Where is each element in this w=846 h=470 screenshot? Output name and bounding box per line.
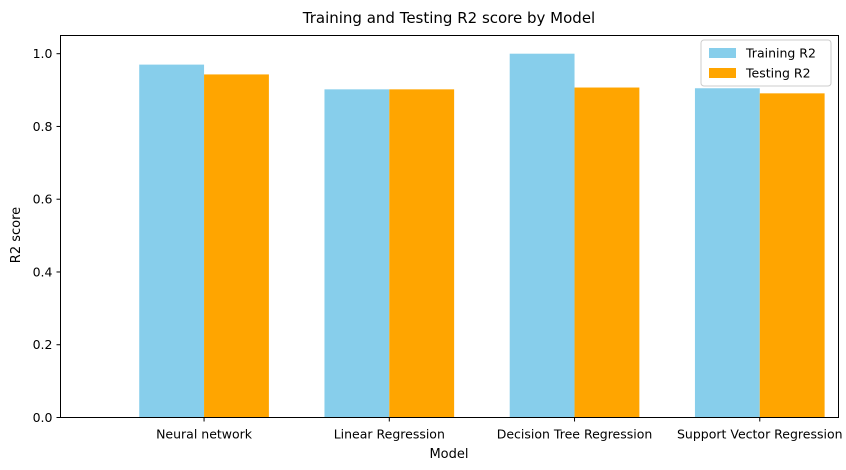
y-axis-ticks: 0.0 0.2 0.4 0.6 0.8 1.0 — [33, 46, 61, 425]
x-tick-label: Support Vector Regression — [677, 427, 843, 442]
x-tick-label: Neural network — [156, 427, 253, 442]
y-tick-label: 1.0 — [33, 46, 53, 61]
x-tick-label: Linear Regression — [334, 427, 445, 442]
y-tick-label: 0.4 — [33, 264, 53, 279]
y-tick-label: 0.0 — [33, 410, 53, 425]
legend: Training R2 Testing R2 — [700, 39, 832, 87]
bar-testing-0 — [204, 74, 269, 418]
bar-training-0 — [139, 64, 205, 418]
y-tick-label: 0.6 — [33, 192, 53, 207]
x-axis-ticks: Neural network Linear Regression Decision … — [156, 417, 843, 442]
bar-training-3 — [694, 88, 760, 418]
plot-frame — [60, 35, 839, 418]
bar-training-2 — [509, 53, 575, 418]
x-tick-label: Decision Tree Regression — [497, 427, 653, 442]
bar-training-1 — [324, 89, 390, 418]
x-axis-label: Model — [429, 447, 468, 462]
bar-testing-2 — [574, 87, 640, 418]
legend-swatch-0 — [709, 48, 736, 58]
bars-group — [139, 53, 825, 418]
y-tick-label: 0.2 — [33, 337, 53, 352]
y-axis-label: R2 score — [9, 207, 24, 263]
bar-testing-3 — [759, 93, 825, 418]
legend-swatch-1 — [709, 68, 736, 78]
chart-title: Training and Testing R2 score by Model — [302, 9, 595, 27]
legend-label-0: Training R2 — [745, 46, 816, 61]
y-tick-label: 0.8 — [33, 119, 53, 134]
legend-label-1: Testing R2 — [745, 66, 811, 81]
bar-testing-1 — [389, 89, 455, 418]
